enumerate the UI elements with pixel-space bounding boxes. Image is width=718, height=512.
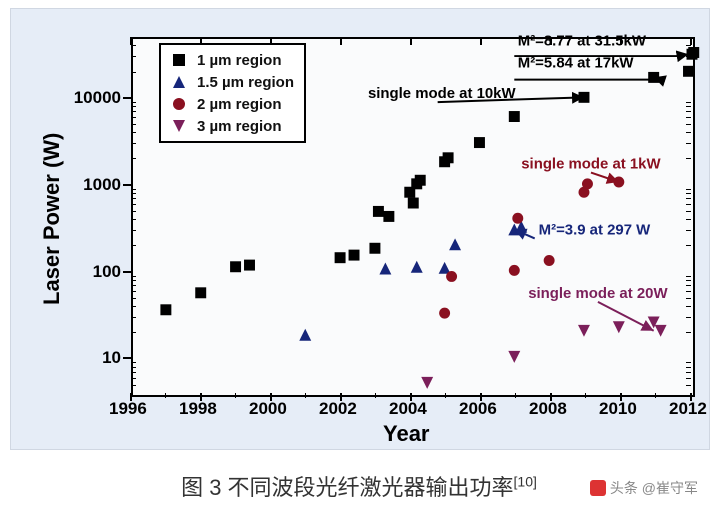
legend-label: 2 µm region [197, 96, 282, 113]
watermark-text: 头条 @崔守军 [610, 478, 698, 498]
legend: 1 µm region 1.5 µm region 2 µm region 3 µm … [159, 43, 306, 143]
x-tick-label: 2000 [249, 399, 287, 419]
x-tick-label: 1998 [179, 399, 217, 419]
y-tick-label: 100 [93, 262, 121, 282]
y-tick-label: 1000 [83, 175, 121, 195]
x-tick-label: 2008 [529, 399, 567, 419]
x-tick-label: 2004 [389, 399, 427, 419]
legend-label: 1.5 µm region [197, 74, 294, 91]
x-tick-label: 2002 [319, 399, 357, 419]
y-tick-label: 10000 [74, 88, 121, 108]
legend-marker-icon [167, 73, 191, 91]
legend-marker-icon [167, 95, 191, 113]
legend-item: 2 µm region [167, 93, 294, 115]
x-tick-label: 1996 [109, 399, 147, 419]
legend-item: 3 µm region [167, 115, 294, 137]
y-tick-label: 10 [102, 348, 121, 368]
legend-marker-icon [167, 117, 191, 135]
watermark-logo-icon [590, 480, 606, 496]
caption-text: 图 3 不同波段光纤激光器输出功率 [181, 475, 513, 500]
chart-panel: 1 µm region 1.5 µm region 2 µm region 3 µm … [10, 8, 710, 450]
legend-item: 1 µm region [167, 49, 294, 71]
caption-cite: [10] [514, 474, 537, 490]
x-tick-label: 2006 [459, 399, 497, 419]
legend-marker-icon [167, 51, 191, 69]
legend-label: 1 µm region [197, 52, 282, 69]
legend-item: 1.5 µm region [167, 71, 294, 93]
x-tick-label: 2012 [669, 399, 707, 419]
x-tick-label: 2010 [599, 399, 637, 419]
x-axis-label: Year [383, 421, 430, 447]
watermark: 头条 @崔守军 [590, 478, 698, 498]
legend-label: 3 µm region [197, 118, 282, 135]
y-axis-label: Laser Power (W) [39, 133, 65, 305]
